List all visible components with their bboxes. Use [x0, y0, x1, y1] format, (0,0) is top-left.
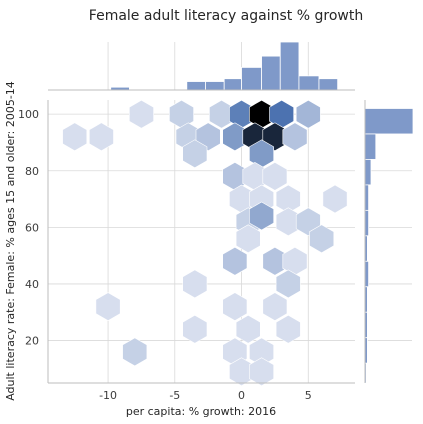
hexbin-cell — [95, 292, 121, 321]
top-histogram-bar — [223, 78, 242, 91]
x-tick-label: -5 — [169, 389, 180, 402]
hexbin-cell — [89, 122, 114, 152]
hexbin-cell — [235, 224, 261, 254]
hexbin-cell — [282, 122, 308, 152]
y-tick-label: 40 — [25, 278, 39, 291]
hexbin-cell — [62, 122, 88, 152]
top-histogram-bar — [261, 55, 281, 91]
x-tick-label: -10 — [99, 389, 117, 402]
y-tick-label: 60 — [25, 221, 39, 234]
y-tick-labels: 20 40 60 80 100 — [18, 108, 39, 347]
right-histogram-bar — [364, 260, 369, 288]
top-histogram-bar — [241, 67, 262, 91]
right-histogram-bar — [364, 133, 377, 160]
hexbin-cell — [275, 269, 301, 299]
top-marginal-histogram — [48, 41, 355, 91]
y-tick-label: 20 — [25, 335, 39, 348]
x-tick-label: 5 — [305, 389, 312, 402]
hexbin-cell — [322, 184, 348, 214]
hexbin-cell — [262, 162, 288, 191]
y-tick-label: 100 — [18, 108, 39, 121]
hexbin-cell — [182, 269, 208, 299]
right-histogram-bar — [364, 184, 369, 211]
hexbin-cell — [249, 201, 275, 231]
right-marginal-histogram — [364, 100, 414, 384]
hexbin-cell — [129, 99, 154, 129]
top-histogram-bar — [279, 41, 300, 91]
right-histogram-bar — [364, 209, 369, 237]
hexbin-cells — [62, 99, 348, 387]
hexbin-plot: -10 -5 0 5 20 40 60 80 100 per capita: % growth… — [4, 81, 355, 418]
hexbin-cell — [262, 292, 288, 321]
top-histogram-bar — [318, 78, 339, 91]
right-histogram-bars — [364, 108, 414, 384]
top-histogram-bars — [110, 41, 339, 91]
y-tick-label: 80 — [25, 165, 39, 178]
x-axis-label: per capita: % growth: 2016 — [126, 405, 276, 418]
top-histogram-bar — [298, 75, 320, 91]
hexbin-cell — [295, 99, 321, 129]
top-histogram-bar — [186, 81, 206, 91]
hexbin-cell — [309, 224, 335, 254]
right-histogram-bar — [364, 159, 372, 186]
chart-title: Female adult literacy against % growth — [89, 8, 363, 24]
hexbin-cell — [249, 357, 275, 387]
hexbin-cell — [222, 246, 248, 276]
hexbin-cell — [122, 337, 148, 367]
right-histogram-bar — [364, 108, 414, 135]
y-axis-label: Adult literacy rate: Female: % ages 15 a… — [4, 81, 17, 401]
hexbin-cell — [275, 314, 301, 344]
x-tick-labels: -10 -5 0 5 — [99, 389, 312, 402]
x-tick-label: 0 — [238, 389, 245, 402]
hexbin-cell — [182, 314, 208, 344]
hexbin-cell — [222, 292, 248, 321]
hexbin-cell — [182, 139, 208, 169]
hexbin-cell — [235, 314, 261, 344]
top-histogram-bar — [205, 81, 225, 91]
